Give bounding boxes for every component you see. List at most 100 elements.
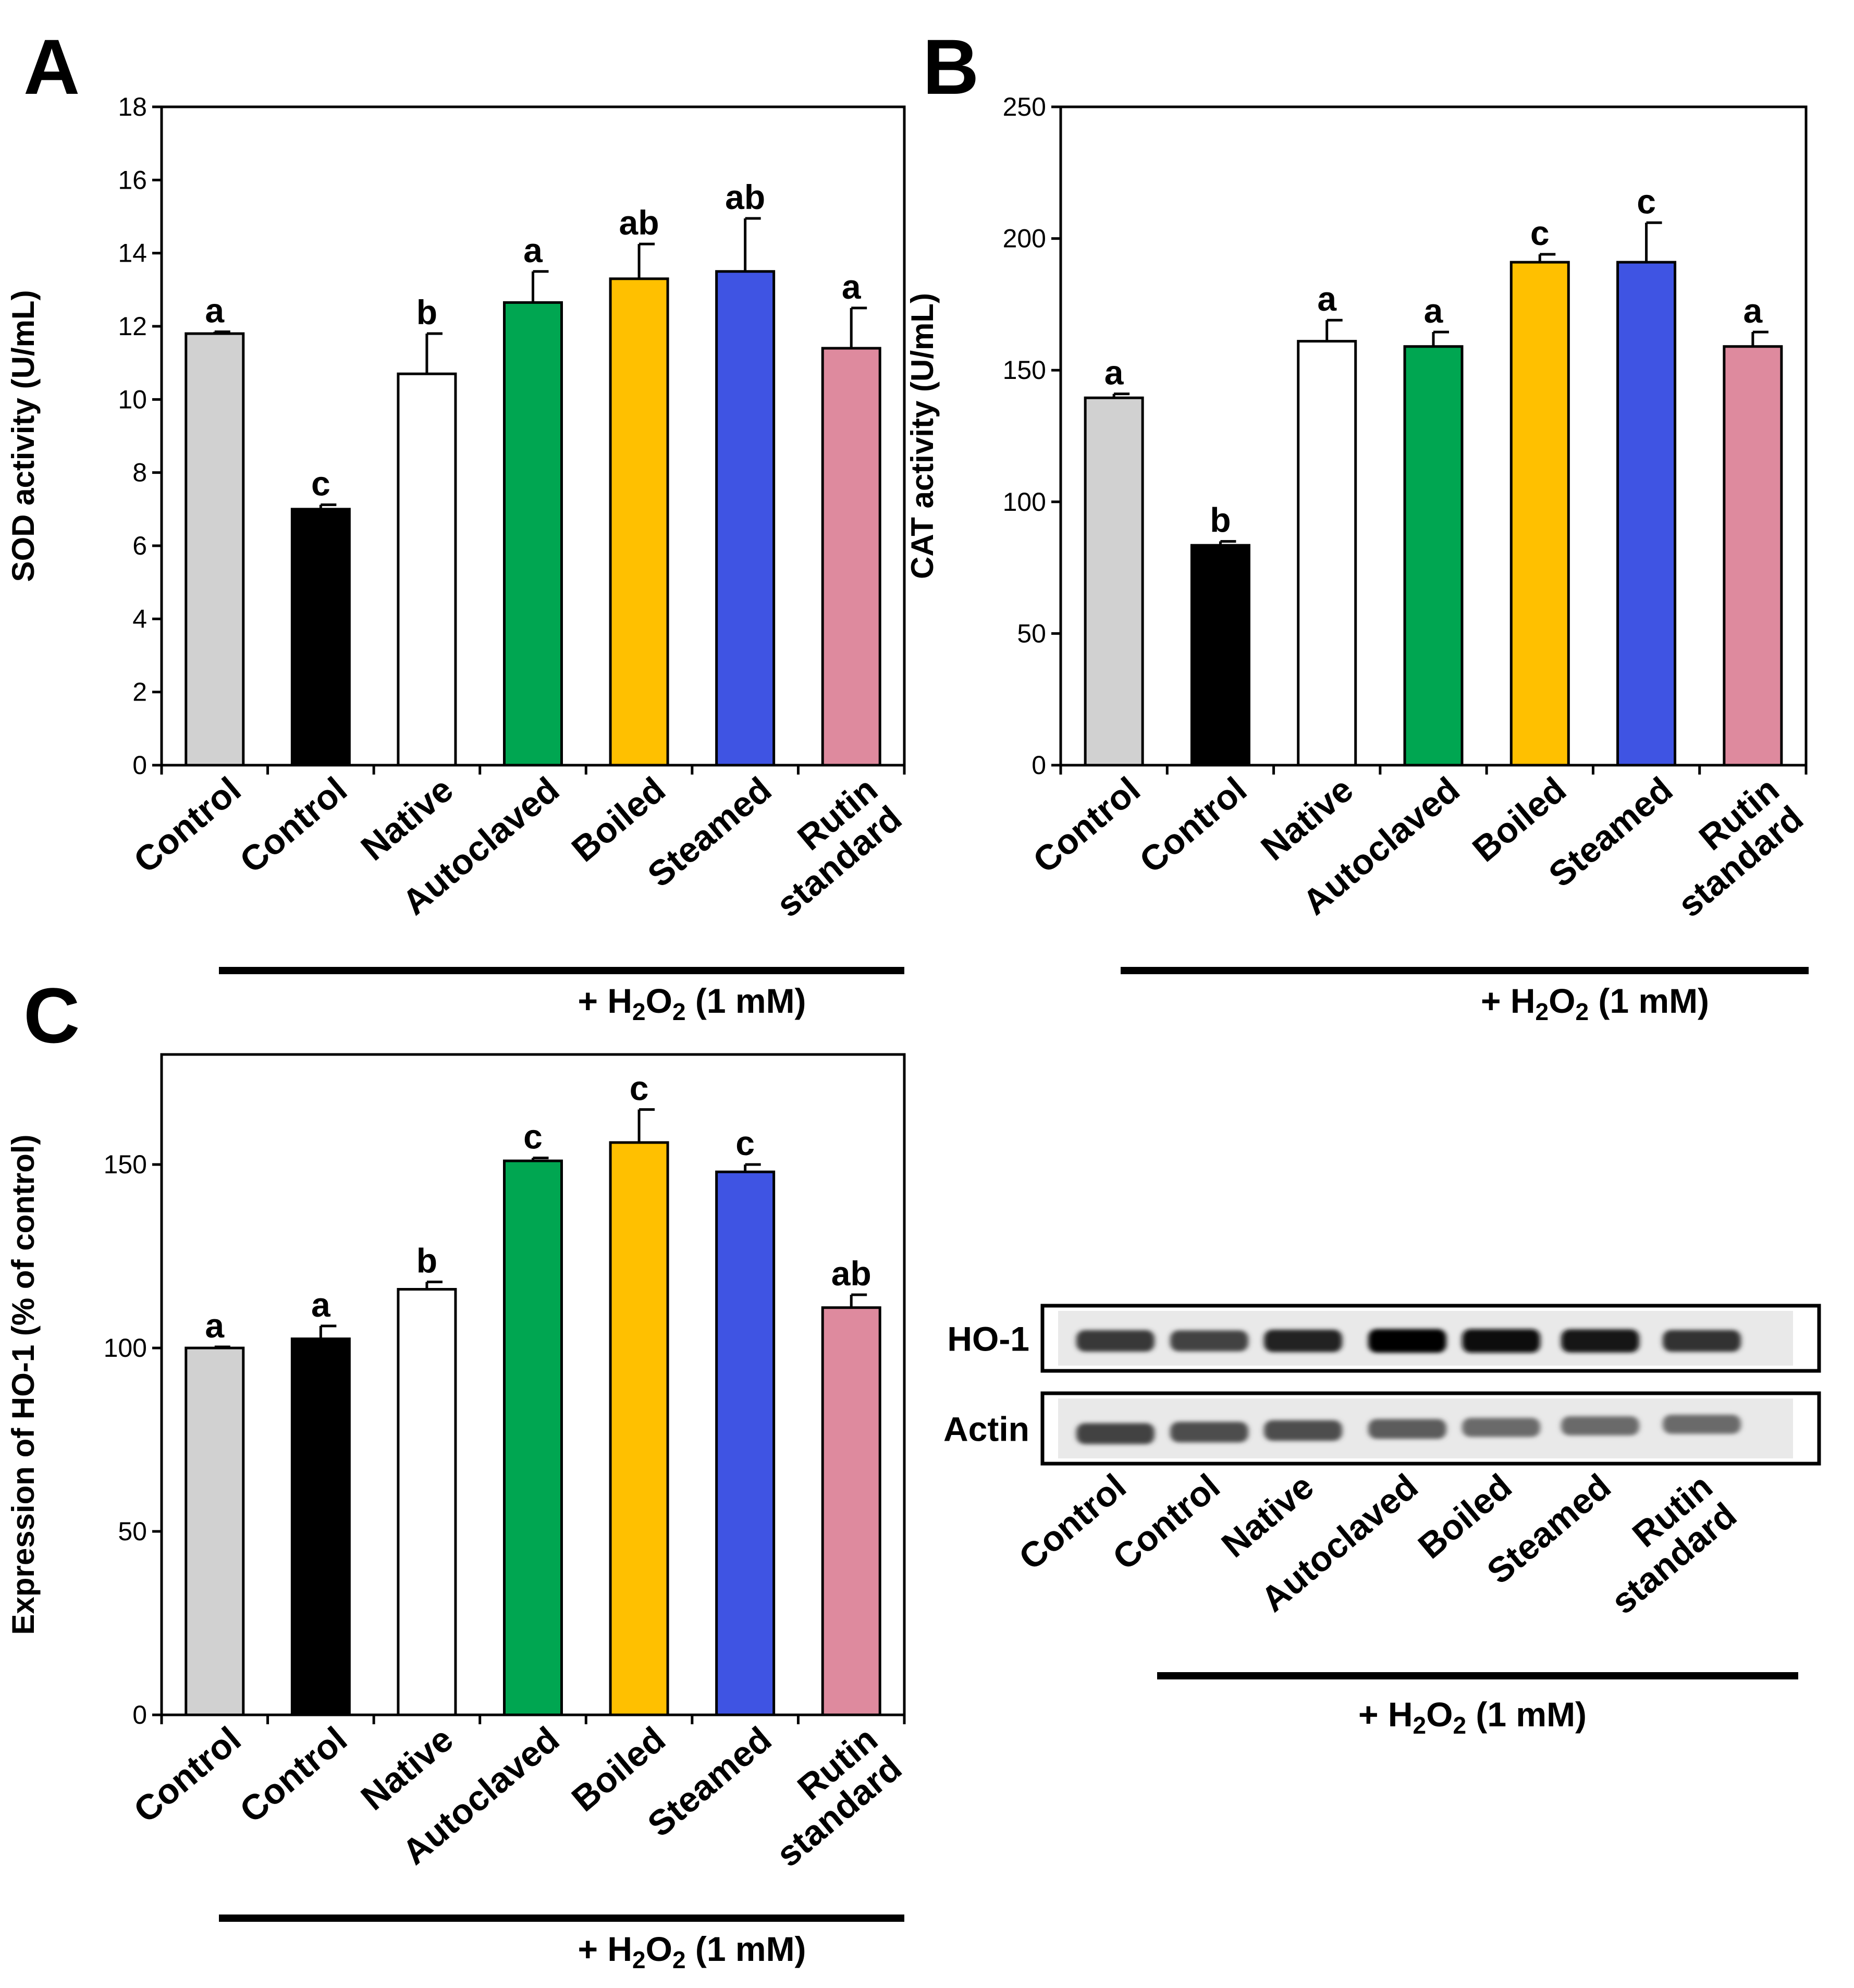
significance-letter: a xyxy=(1424,291,1444,330)
category-line: Control xyxy=(232,769,354,881)
bar xyxy=(185,332,245,767)
significance-letter: ab xyxy=(725,178,765,216)
y-tick-label: 4 xyxy=(132,604,147,633)
blot-band xyxy=(1462,1329,1540,1353)
blot-category-label-0: Control xyxy=(1012,1466,1134,1578)
category-line: Control xyxy=(1012,1466,1134,1578)
significance-letter: a xyxy=(311,1285,331,1324)
y-tick-label: 18 xyxy=(118,92,147,121)
label-part: O xyxy=(646,1930,672,1968)
significance-letter: a xyxy=(523,231,543,269)
bar xyxy=(609,1141,669,1716)
category-line: Control xyxy=(1106,1466,1227,1578)
panel-b-cat-chart: B 0 50 100 150 200 250 CAT activity (U/mL) a b a a c… xyxy=(905,23,1811,1025)
bar xyxy=(397,1287,457,1716)
blot-band xyxy=(1663,1330,1741,1352)
blot-band xyxy=(1368,1329,1446,1353)
y-tick-label: 0 xyxy=(132,1700,147,1729)
category-line: Control xyxy=(1026,769,1148,881)
significance-letter: a xyxy=(842,267,862,306)
bar xyxy=(290,508,351,767)
bar xyxy=(1297,340,1357,767)
bar xyxy=(609,277,669,767)
treatment-label: + H2O2 (1 mM) xyxy=(578,1930,806,1973)
significance-letter: c xyxy=(523,1117,543,1156)
blot-band xyxy=(1663,1415,1741,1434)
y-tick-label: 50 xyxy=(1017,619,1046,648)
blot-band xyxy=(1462,1418,1540,1437)
blot-band xyxy=(1561,1416,1639,1435)
bar xyxy=(503,1159,563,1716)
category-line: Control xyxy=(126,1719,248,1831)
significance-letter: ab xyxy=(619,203,659,242)
y-axis-label: SOD activity (U/mL) xyxy=(6,290,41,582)
significance-letter: c xyxy=(735,1124,755,1162)
subscript: 2 xyxy=(1536,998,1549,1025)
subscript: 2 xyxy=(1575,998,1589,1025)
bar xyxy=(185,1346,245,1716)
label-part: (1 mM) xyxy=(1589,981,1709,1020)
bar xyxy=(290,1337,351,1716)
y-tick-label: 150 xyxy=(1003,355,1046,385)
y-tick-label: 100 xyxy=(1003,487,1046,517)
category-line: Control xyxy=(1132,769,1254,881)
bar xyxy=(1190,544,1250,767)
category-label-1: Control xyxy=(1132,769,1254,881)
significance-letter: c xyxy=(1530,214,1550,252)
y-tick-label: 2 xyxy=(132,678,147,707)
subscript: 2 xyxy=(1453,1712,1466,1739)
y-tick-label: 200 xyxy=(1003,224,1046,253)
label-part: (1 mM) xyxy=(686,981,806,1020)
panel-letter: A xyxy=(23,23,80,111)
label-part: (1 mM) xyxy=(1466,1695,1587,1734)
treatment-label: + H2O2 (1 mM) xyxy=(578,981,806,1025)
y-tick-label: 16 xyxy=(118,165,147,194)
significance-letter: b xyxy=(416,1241,437,1280)
y-tick-label: 6 xyxy=(132,531,147,560)
y-tick-label: 100 xyxy=(104,1333,147,1363)
significance-letter: a xyxy=(1104,353,1124,392)
blot-band xyxy=(1076,1423,1155,1444)
bar xyxy=(503,301,563,767)
category-label-0: Control xyxy=(126,1719,248,1831)
label-part: (1 mM) xyxy=(686,1930,806,1968)
blot-band xyxy=(1561,1329,1639,1353)
label-part: + H xyxy=(1481,981,1536,1020)
blot-frame xyxy=(1040,1391,1821,1466)
y-tick-label: 50 xyxy=(118,1517,147,1546)
y-axis-label: CAT activity (U/mL) xyxy=(905,293,940,579)
western-blot-panel: HO-1ActinControlControlNativeAutoclavedB… xyxy=(943,1304,1821,1739)
y-tick-label: 0 xyxy=(132,751,147,780)
blot-band xyxy=(1076,1330,1155,1352)
blot-band xyxy=(1170,1330,1248,1352)
label-part: O xyxy=(1549,981,1575,1020)
bar xyxy=(397,372,457,767)
treatment-label: + H2O2 (1 mM) xyxy=(1481,981,1709,1025)
subscript: 2 xyxy=(632,998,646,1025)
bar xyxy=(715,270,776,767)
bar xyxy=(1616,261,1677,767)
subscript: 2 xyxy=(672,998,686,1025)
blot-band xyxy=(1170,1421,1248,1443)
panel-a-sod-chart: A 0 2 4 6 8 10 12 14 16 18 SOD activity (U/mL) a c b a a… xyxy=(6,23,909,1025)
y-axis-label: Expression of HO-1 (% of control) xyxy=(6,1134,41,1635)
y-tick-label: 8 xyxy=(132,458,147,487)
significance-letter: ab xyxy=(831,1254,871,1293)
blot-category-label-1: Control xyxy=(1106,1466,1227,1578)
y-tick-label: 150 xyxy=(104,1150,147,1179)
significance-letter: c xyxy=(1637,182,1656,220)
significance-letter: a xyxy=(205,1306,225,1345)
category-line: Control xyxy=(126,769,248,881)
category-label-1: Control xyxy=(232,769,354,881)
category-label-1: Control xyxy=(232,1719,354,1831)
treatment-label: + H2O2 (1 mM) xyxy=(1358,1695,1587,1739)
bar xyxy=(1403,345,1464,767)
significance-letter: a xyxy=(1317,279,1337,318)
significance-letter: c xyxy=(630,1069,649,1108)
label-part: + H xyxy=(578,1930,632,1968)
bar xyxy=(1509,261,1570,767)
significance-letter: c xyxy=(311,464,330,502)
bar xyxy=(1084,396,1144,767)
y-tick-label: 14 xyxy=(118,239,147,268)
